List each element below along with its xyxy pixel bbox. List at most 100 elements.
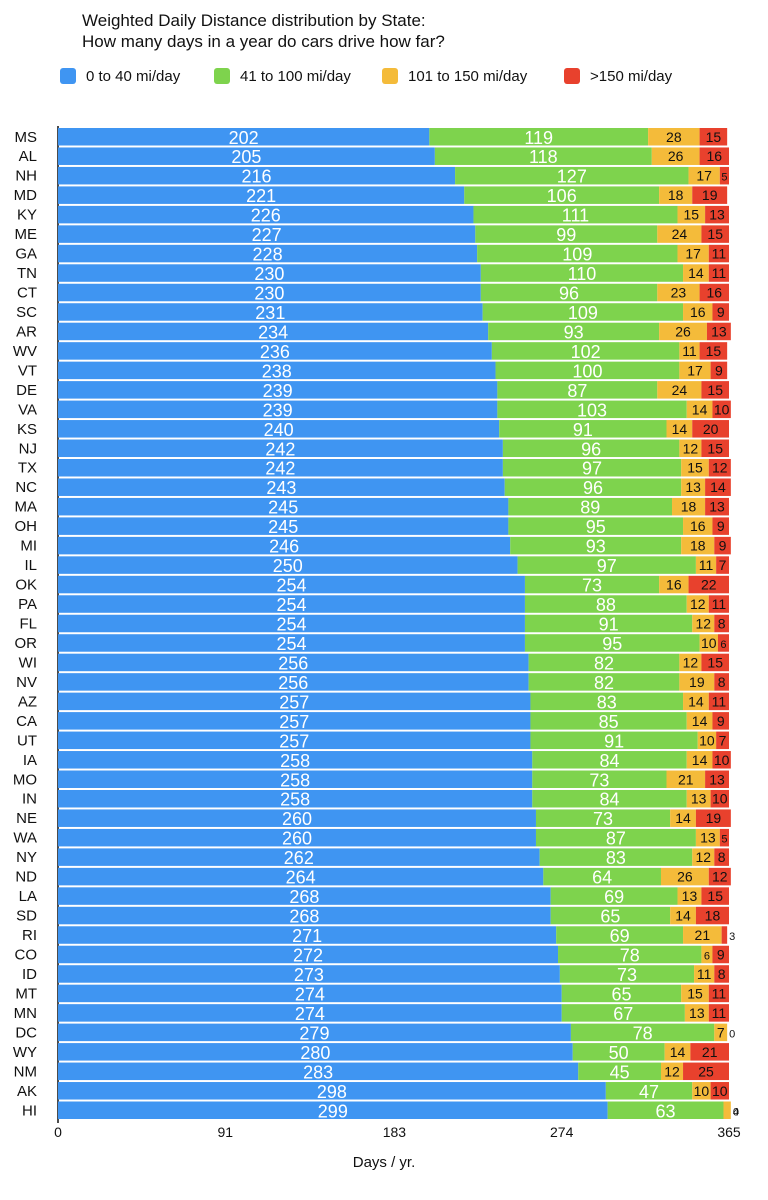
data-label-in-101-to-150-mi-day: 13 (691, 791, 707, 807)
bar-nd-150-mi-day (708, 867, 731, 886)
data-label-tx-150-mi-day: 12 (712, 460, 728, 476)
data-label-pa-150-mi-day: 11 (712, 596, 727, 612)
bar-ar-150-mi-day (706, 322, 731, 341)
data-label-ri-150-mi-day: 3 (729, 931, 735, 943)
data-label-mi-41-to-100-mi-day: 93 (586, 537, 606, 557)
data-label-mn-150-mi-day: 11 (712, 1005, 727, 1021)
bar-tn-101-to-150-mi-day (683, 264, 709, 282)
bar-wy-41-to-100-mi-day (572, 1043, 665, 1061)
data-label-ut-101-to-150-mi-day: 10 (699, 732, 715, 748)
data-label-nm-41-to-100-mi-day: 45 (610, 1062, 630, 1082)
bar-sd-0-to-40-mi-day (58, 906, 551, 925)
data-label-sd-150-mi-day: 18 (705, 908, 721, 924)
data-label-mn-0-to-40-mi-day: 274 (295, 1004, 325, 1024)
data-label-ga-101-to-150-mi-day: 17 (685, 246, 701, 262)
data-label-tx-101-to-150-mi-day: 15 (687, 460, 703, 476)
bar-ia-0-to-40-mi-day (58, 751, 533, 769)
y-tick-label-co: CO (15, 946, 38, 963)
legend-swatch-41-100 (214, 68, 230, 84)
bar-ak-41-to-100-mi-day (605, 1082, 693, 1100)
bar-ms-101-to-150-mi-day (648, 128, 700, 146)
bar-nj-41-to-100-mi-day (502, 439, 680, 458)
bar-wa-101-to-150-mi-day (695, 828, 720, 847)
data-label-mi-0-to-40-mi-day: 246 (269, 537, 299, 557)
y-tick-label-nd: ND (15, 869, 37, 886)
bar-nv-150-mi-day (714, 673, 729, 691)
data-label-ok-101-to-150-mi-day: 16 (666, 577, 682, 593)
bar-mo-150-mi-day (705, 770, 729, 789)
bar-ak-0-to-40-mi-day (58, 1082, 606, 1100)
data-label-wi-150-mi-day: 15 (707, 654, 723, 670)
data-label-ks-0-to-40-mi-day: 240 (264, 420, 294, 440)
data-label-ga-0-to-40-mi-day: 228 (253, 245, 283, 265)
bar-mt-150-mi-day (708, 984, 729, 1003)
data-label-fl-101-to-150-mi-day: 12 (695, 616, 711, 632)
data-label-sc-41-to-100-mi-day: 109 (568, 303, 598, 323)
y-tick-label-wa: WA (13, 830, 37, 847)
data-label-pa-41-to-100-mi-day: 88 (596, 595, 616, 615)
y-tick-label-ma: MA (15, 499, 38, 516)
data-label-wy-150-mi-day: 21 (702, 1044, 718, 1060)
data-label-az-41-to-100-mi-day: 83 (597, 692, 617, 712)
data-label-ut-0-to-40-mi-day: 257 (279, 731, 309, 751)
y-tick-label-ar: AR (16, 323, 37, 340)
data-label-ks-41-to-100-mi-day: 91 (573, 420, 593, 440)
data-label-ct-41-to-100-mi-day: 96 (559, 284, 579, 304)
bar-md-0-to-40-mi-day (58, 186, 465, 204)
data-label-dc-150-mi-day: 0 (729, 1028, 735, 1040)
bar-nj-0-to-40-mi-day (58, 439, 503, 458)
data-label-nd-0-to-40-mi-day: 264 (286, 868, 316, 888)
bar-mi-41-to-100-mi-day (510, 536, 682, 555)
data-label-ne-101-to-150-mi-day: 14 (675, 810, 691, 826)
data-label-vt-41-to-100-mi-day: 100 (572, 361, 602, 381)
data-label-mt-41-to-100-mi-day: 65 (611, 984, 631, 1004)
bar-wv-41-to-100-mi-day (491, 342, 680, 360)
bar-hi-0-to-40-mi-day (58, 1101, 608, 1119)
data-label-de-0-to-40-mi-day: 239 (263, 381, 293, 401)
data-label-ma-101-to-150-mi-day: 18 (681, 499, 697, 515)
data-label-vt-0-to-40-mi-day: 238 (262, 361, 292, 381)
y-tick-label-nv: NV (16, 674, 37, 691)
data-label-nh-101-to-150-mi-day: 17 (696, 168, 712, 184)
bar-fl-0-to-40-mi-day (58, 614, 525, 633)
data-label-il-150-mi-day: 7 (719, 557, 727, 573)
y-tick-label-ut: UT (17, 732, 37, 749)
data-label-wa-150-mi-day: 5 (721, 834, 727, 846)
bar-ks-0-to-40-mi-day (58, 420, 500, 438)
data-label-ma-150-mi-day: 13 (709, 499, 725, 515)
bar-nv-0-to-40-mi-day (58, 673, 529, 691)
y-tick-label-me: ME (15, 226, 38, 243)
data-label-az-101-to-150-mi-day: 14 (688, 693, 704, 709)
bar-mt-101-to-150-mi-day (681, 984, 709, 1003)
data-label-dc-41-to-100-mi-day: 78 (633, 1023, 653, 1043)
bar-mn-150-mi-day (708, 1004, 729, 1022)
x-tick-label-183: 183 (383, 1124, 407, 1140)
data-label-ca-41-to-100-mi-day: 85 (599, 712, 619, 732)
bar-fl-41-to-100-mi-day (524, 614, 693, 633)
data-label-wv-101-to-150-mi-day: 11 (682, 343, 697, 359)
bar-ut-41-to-100-mi-day (530, 731, 698, 750)
bar-la-101-to-150-mi-day (677, 887, 702, 905)
bar-ri-150-mi-day (721, 926, 728, 944)
bar-ky-150-mi-day (705, 205, 729, 224)
data-label-ny-0-to-40-mi-day: 262 (284, 848, 314, 868)
data-label-oh-0-to-40-mi-day: 245 (268, 517, 298, 537)
data-label-md-41-to-100-mi-day: 106 (547, 186, 577, 206)
bar-ok-101-to-150-mi-day (659, 575, 689, 594)
y-tick-label-va: VA (18, 401, 37, 418)
legend-swatch-0-40 (60, 68, 76, 84)
legend-item-41-100: 41 to 100 mi/day (214, 66, 351, 86)
bar-sc-150-mi-day (712, 303, 729, 321)
data-label-ky-41-to-100-mi-day: 111 (562, 206, 589, 226)
bar-in-101-to-150-mi-day (686, 789, 711, 808)
bar-mo-101-to-150-mi-day (666, 770, 706, 789)
bar-ga-0-to-40-mi-day (58, 244, 478, 263)
data-label-ri-101-to-150-mi-day: 21 (695, 927, 711, 943)
y-tick-label-ks: KS (17, 421, 37, 438)
data-label-va-101-to-150-mi-day: 14 (692, 401, 708, 417)
bar-ne-150-mi-day (695, 809, 731, 827)
x-tick-label-91: 91 (218, 1124, 234, 1140)
data-label-al-0-to-40-mi-day: 205 (231, 147, 261, 167)
data-label-al-101-to-150-mi-day: 26 (668, 148, 684, 164)
